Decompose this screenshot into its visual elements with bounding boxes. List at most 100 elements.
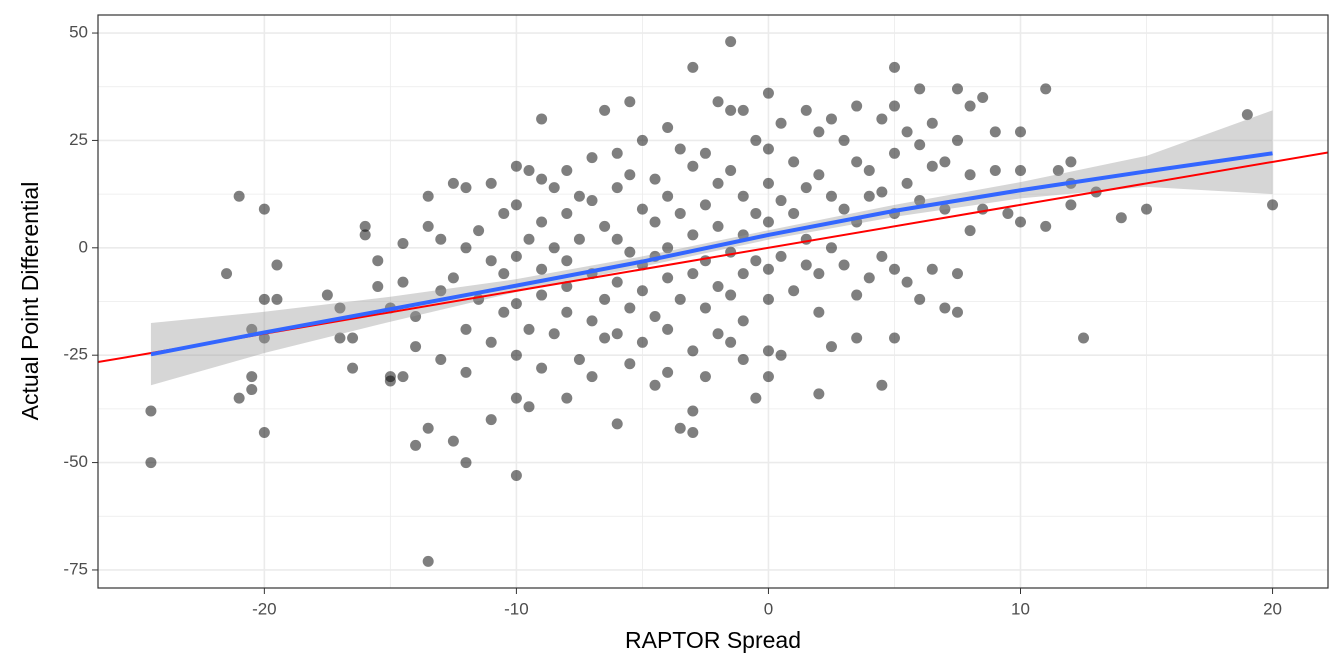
point <box>851 332 863 344</box>
point <box>888 332 900 344</box>
point <box>447 272 459 284</box>
point <box>825 242 837 254</box>
point <box>510 298 522 310</box>
point <box>447 177 459 189</box>
point <box>888 100 900 112</box>
point <box>725 336 737 348</box>
point <box>725 164 737 176</box>
point <box>800 233 812 245</box>
point <box>460 182 472 194</box>
point <box>674 207 686 219</box>
point <box>750 134 762 146</box>
point <box>435 353 447 365</box>
point <box>951 268 963 280</box>
point <box>636 336 648 348</box>
point <box>233 190 245 202</box>
point <box>813 306 825 318</box>
point <box>687 229 699 241</box>
point <box>435 233 447 245</box>
x-tick-label: -20 <box>252 599 277 618</box>
point <box>599 293 611 305</box>
point <box>422 555 434 567</box>
point <box>813 268 825 280</box>
point <box>674 293 686 305</box>
point <box>510 250 522 262</box>
point <box>498 268 510 280</box>
point <box>359 229 371 241</box>
point <box>397 238 409 250</box>
point <box>271 293 283 305</box>
point <box>788 207 800 219</box>
point <box>611 276 623 288</box>
point <box>762 87 774 99</box>
point <box>246 371 258 383</box>
point <box>762 143 774 155</box>
point <box>662 242 674 254</box>
point <box>788 156 800 168</box>
point <box>939 203 951 215</box>
point <box>800 104 812 116</box>
y-tick-label: -75 <box>63 559 88 578</box>
point <box>939 156 951 168</box>
point <box>561 255 573 267</box>
point <box>725 36 737 48</box>
point <box>762 345 774 357</box>
point <box>145 457 157 469</box>
point <box>863 190 875 202</box>
point <box>485 414 497 426</box>
point <box>359 220 371 232</box>
point <box>611 182 623 194</box>
point <box>523 323 535 335</box>
point <box>485 255 497 267</box>
point <box>737 268 749 280</box>
point <box>624 302 636 314</box>
point <box>687 61 699 73</box>
point <box>145 405 157 417</box>
x-tick-label: -10 <box>504 599 529 618</box>
point <box>775 195 787 207</box>
point <box>321 289 333 301</box>
point <box>825 190 837 202</box>
point <box>460 323 472 335</box>
point <box>989 164 1001 176</box>
point <box>611 328 623 340</box>
point <box>725 289 737 301</box>
point <box>334 302 346 314</box>
point <box>536 113 548 125</box>
point <box>712 328 724 340</box>
point <box>750 255 762 267</box>
point <box>699 255 711 267</box>
point <box>624 246 636 258</box>
y-tick-label: 25 <box>69 130 88 149</box>
point <box>498 306 510 318</box>
point <box>1065 156 1077 168</box>
point <box>712 177 724 189</box>
point <box>258 293 270 305</box>
point <box>838 134 850 146</box>
point <box>536 263 548 275</box>
point <box>951 134 963 146</box>
point <box>397 371 409 383</box>
point <box>825 341 837 353</box>
point <box>750 392 762 404</box>
point <box>876 250 888 262</box>
point <box>599 104 611 116</box>
point <box>914 139 926 151</box>
point <box>737 353 749 365</box>
point <box>725 104 737 116</box>
point <box>876 379 888 391</box>
point <box>561 392 573 404</box>
point <box>586 315 598 327</box>
point <box>422 190 434 202</box>
point <box>624 96 636 108</box>
point <box>649 311 661 323</box>
point <box>636 285 648 297</box>
point <box>573 190 585 202</box>
point <box>1267 199 1279 211</box>
point <box>485 177 497 189</box>
point <box>863 164 875 176</box>
point <box>977 91 989 103</box>
point <box>977 203 989 215</box>
point <box>422 422 434 434</box>
point <box>800 182 812 194</box>
